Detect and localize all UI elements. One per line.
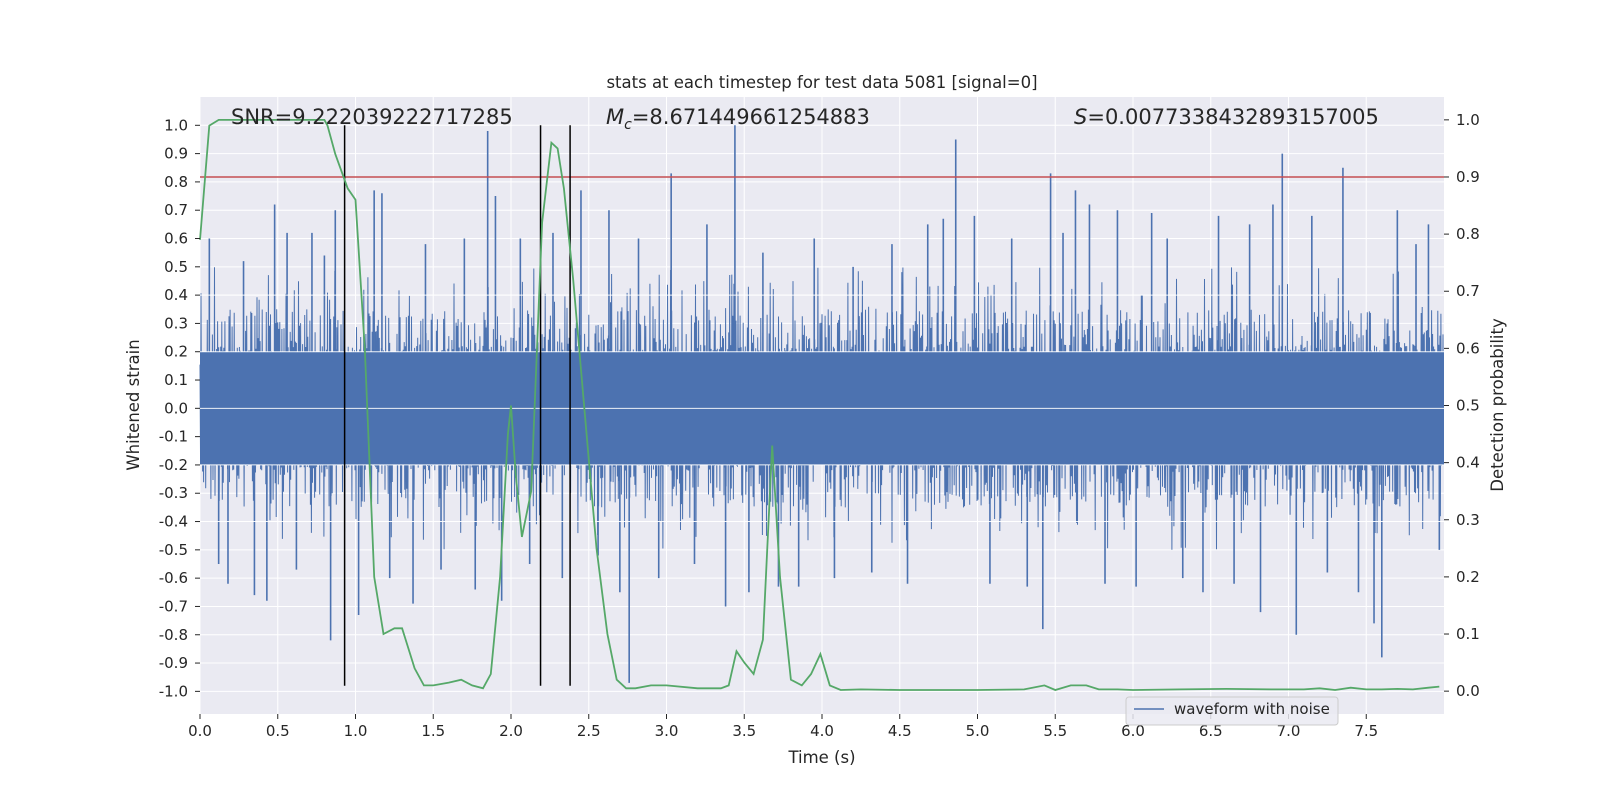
y-left-tick-label: -0.7: [159, 597, 188, 615]
y-left-tick-label: -0.8: [159, 626, 188, 644]
x-axis-label: Time (s): [787, 748, 855, 767]
x-tick-label: 5.5: [1043, 722, 1067, 740]
y-left-tick-label: 0.0: [164, 399, 188, 417]
y-right-tick-label: 0.8: [1456, 225, 1480, 243]
y-left-tick-label: 0.4: [164, 286, 188, 304]
chirp-mass-subscript: c: [624, 117, 632, 133]
x-tick-label: 7.5: [1354, 722, 1378, 740]
s-annotation: S=0.0077338432893157005: [1074, 105, 1379, 129]
snr-annotation: SNR=9.222039222717285: [231, 105, 513, 129]
y-right-tick-label: 0.9: [1456, 168, 1480, 186]
x-tick-label: 2.0: [499, 722, 523, 740]
y-right-tick-label: 0.5: [1456, 397, 1480, 415]
y-left-tick-label: 1.0: [164, 116, 188, 134]
x-tick-label: 1.0: [344, 722, 368, 740]
x-tick-label: 1.5: [421, 722, 445, 740]
probability-series: [199, 119, 1440, 691]
s-symbol: S: [1074, 105, 1087, 129]
x-tick-label: 2.5: [577, 722, 601, 740]
waveform-series: [199, 125, 1444, 683]
x-tick-label: 4.0: [810, 722, 834, 740]
y-right-tick-label: 1.0: [1456, 111, 1480, 129]
y-left-tick-label: -0.6: [159, 569, 188, 587]
y-right-tick-label: 0.2: [1456, 568, 1480, 586]
chirp-mass-symbol: M: [606, 105, 624, 129]
y-left-tick-label: 0.1: [164, 371, 188, 389]
y-left-tick-label: 0.7: [164, 201, 188, 219]
y-right-tick-label: 0.6: [1456, 339, 1480, 357]
y-left-tick-label: 0.6: [164, 230, 188, 248]
y-left-tick-label: 0.5: [164, 258, 188, 276]
chart-title: stats at each timestep for test data 508…: [606, 73, 1037, 92]
x-tick-label: 0.0: [188, 722, 212, 740]
x-tick-label: 6.0: [1121, 722, 1145, 740]
y-right-tick-label: 0.0: [1456, 682, 1480, 700]
x-tick-label: 3.0: [655, 722, 679, 740]
chirp-mass-value: =8.671449661254883: [632, 105, 870, 129]
y-left-axis-label: Whitened strain: [124, 339, 143, 470]
y-left-tick-label: -1.0: [159, 682, 188, 700]
legend-box: [1125, 696, 1339, 726]
vertical-markers: [343, 125, 571, 686]
probability-line: [199, 119, 1440, 691]
y-left-tick-label: -0.4: [159, 513, 188, 531]
x-tick-label: 0.5: [266, 722, 290, 740]
legend-label: waveform with noise: [1174, 700, 1330, 718]
y-left-tick-label: 0.3: [164, 314, 188, 332]
y-left-tick-label: -0.3: [159, 484, 188, 502]
x-tick-label: 4.5: [888, 722, 912, 740]
y-left-tick-label: -0.9: [159, 654, 188, 672]
y-right-ticks: 1.0 0.9 0.8 0.7 0.6 0.5 0.4 0.3 0.2 0.1 0.0: [1444, 111, 1480, 700]
x-tick-label: 3.5: [732, 722, 756, 740]
x-tick-label: 5.0: [966, 722, 990, 740]
y-left-ticks: 1.0 0.9 0.8 0.7 0.6 0.5 0.4 0.3 0.2 0.1 0.0 -0.1 -0.…: [159, 116, 200, 700]
y-right-tick-label: 0.7: [1456, 282, 1480, 300]
x-ticks: 0.0 0.5 1.0 1.5 2.0 2.5 3.0 3.5 4.0 4.5 5.0 5.5 6.0 6…: [188, 714, 1378, 740]
y-left-tick-label: -0.1: [159, 428, 188, 446]
y-right-tick-label: 0.3: [1456, 511, 1480, 529]
legend: waveform with noise: [1125, 696, 1339, 726]
y-right-tick-label: 0.1: [1456, 625, 1480, 643]
y-left-tick-label: 0.8: [164, 173, 188, 191]
y-left-tick-label: 0.9: [164, 145, 188, 163]
x-tick-label: 7.0: [1277, 722, 1301, 740]
y-left-tick-label: -0.5: [159, 541, 188, 559]
s-value: =0.0077338432893157005: [1087, 105, 1379, 129]
y-left-tick-label: -0.2: [159, 456, 188, 474]
y-right-axis-label: Detection probability: [1488, 318, 1507, 492]
y-right-tick-label: 0.4: [1456, 454, 1480, 472]
y-left-tick-label: 0.2: [164, 343, 188, 361]
x-tick-label: 6.5: [1199, 722, 1223, 740]
chirp-mass-annotation: Mc=8.671449661254883: [606, 105, 870, 133]
